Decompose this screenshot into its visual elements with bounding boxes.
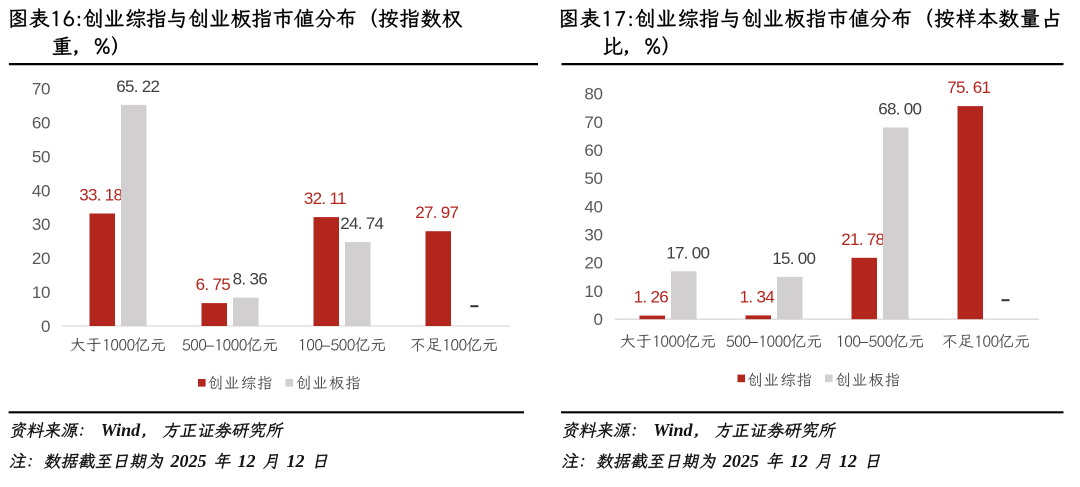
- svg-text:20: 20: [32, 249, 50, 268]
- svg-text:0: 0: [593, 310, 602, 329]
- svg-text:17. 00: 17. 00: [666, 243, 709, 262]
- svg-text:10: 10: [32, 283, 50, 302]
- svg-text:60: 60: [32, 114, 50, 133]
- svg-text:0: 0: [41, 317, 50, 336]
- svg-text:21. 78: 21. 78: [841, 230, 884, 249]
- svg-text:50: 50: [584, 169, 602, 188]
- svg-text:1. 26: 1. 26: [634, 288, 669, 307]
- svg-text:10: 10: [584, 282, 602, 301]
- svg-text:50: 50: [32, 147, 50, 166]
- svg-text:30: 30: [584, 226, 602, 245]
- svg-text:60: 60: [584, 141, 602, 160]
- svg-text:12: 12: [839, 451, 857, 471]
- svg-text:Wind: Wind: [653, 420, 693, 440]
- svg-text:40: 40: [32, 181, 50, 200]
- svg-text:40: 40: [584, 197, 602, 216]
- svg-text:12: 12: [287, 451, 305, 471]
- svg-text:75. 61: 75. 61: [947, 78, 990, 97]
- svg-text:12: 12: [790, 451, 808, 471]
- svg-text:70: 70: [584, 113, 602, 132]
- svg-text:30: 30: [32, 215, 50, 234]
- svg-text:68. 00: 68. 00: [878, 100, 921, 119]
- svg-text:20: 20: [584, 254, 602, 273]
- svg-text:24. 74: 24. 74: [340, 214, 383, 233]
- svg-text:8. 36: 8. 36: [233, 270, 268, 289]
- svg-text:33. 18: 33. 18: [79, 186, 122, 205]
- svg-text:80: 80: [584, 85, 602, 104]
- svg-text:32. 11: 32. 11: [304, 189, 346, 208]
- svg-text:6. 75: 6. 75: [196, 275, 231, 294]
- svg-text:27. 97: 27. 97: [415, 203, 458, 222]
- svg-text:15. 00: 15. 00: [772, 249, 815, 268]
- svg-text:65. 22: 65. 22: [116, 77, 159, 96]
- svg-text:12: 12: [238, 451, 256, 471]
- svg-text:2025: 2025: [170, 451, 207, 471]
- svg-text:70: 70: [32, 80, 50, 99]
- svg-text:1. 34: 1. 34: [740, 287, 775, 306]
- svg-text:2025: 2025: [722, 451, 759, 471]
- svg-text:Wind: Wind: [101, 420, 141, 440]
